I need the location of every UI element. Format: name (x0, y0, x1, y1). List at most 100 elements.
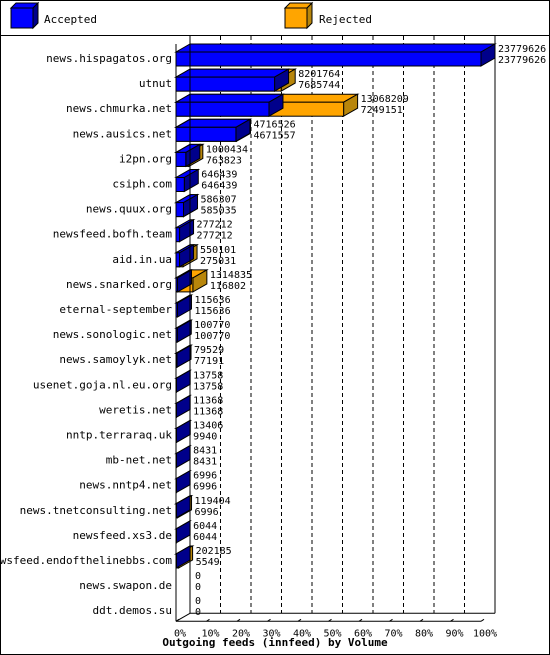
accepted-bar-side (175, 419, 191, 444)
accepted-bar (174, 319, 194, 343)
value-label-accepted: 4671557 (253, 130, 295, 141)
category-label: news.snarked.org (66, 278, 172, 291)
value-label-accepted: 7249151 (361, 105, 403, 116)
x-tick (328, 618, 332, 622)
value-label-accepted: 763823 (206, 155, 242, 166)
x-tick-label: 50% (323, 628, 341, 639)
legend-swatch-rejected (283, 1, 314, 30)
value-label-offered: 13406 (193, 421, 223, 432)
accepted-bar-face (175, 227, 181, 243)
accepted-bar (174, 43, 497, 67)
accepted-bar-face (175, 126, 237, 142)
value-label-offered: 13068209 (361, 94, 409, 105)
accepted-bar-top (174, 43, 497, 53)
x-tick (389, 618, 393, 622)
category-label: news.ausics.net (73, 127, 172, 140)
value-label-offered: 8431 (193, 446, 217, 457)
value-label-offered: 11368 (193, 395, 223, 406)
value-label-offered: 6996 (193, 471, 217, 482)
accepted-bar (174, 520, 192, 544)
value-label-accepted: 275031 (200, 256, 236, 267)
value-label-offered: 202185 (196, 546, 232, 557)
accepted-bar (174, 344, 193, 369)
accepted-bar-side (175, 394, 191, 419)
value-label-accepted: 23779626 (498, 55, 546, 66)
category-label: i2pn.org (119, 152, 172, 165)
category-labels: news.hispagatos.org utnut news.chmurka.net… (0, 52, 172, 617)
value-label-offered: 1000434 (206, 144, 248, 155)
value-label-accepted: 116802 (210, 281, 246, 292)
category-label: usenet.goja.nl.eu.org (33, 378, 172, 391)
category-label: newsfeed.bofh.team (53, 228, 173, 241)
x-tick (480, 618, 485, 622)
value-label-accepted: 11368 (193, 406, 223, 417)
value-label-accepted: 0 (195, 582, 201, 593)
value-label-accepted: 6044 (193, 532, 217, 543)
x-tick (450, 618, 454, 622)
value-label-offered: 1314835 (210, 270, 252, 281)
accepted-bar-side (175, 469, 191, 494)
value-label-accepted: 8431 (193, 457, 217, 468)
value-label-accepted: 6996 (193, 482, 217, 493)
value-label-offered: 119404 (195, 496, 231, 507)
accepted-bar-side (175, 369, 191, 394)
grid-lines (220, 36, 496, 614)
value-label-offered: 115636 (194, 295, 230, 306)
x-tick (236, 618, 241, 622)
category-label: utnut (139, 77, 172, 90)
category-label: news.swapon.de (79, 579, 172, 592)
value-label-accepted: 9940 (193, 432, 217, 443)
category-label: nntp.terraraq.uk (66, 429, 172, 442)
x-tick-label: 60% (354, 628, 372, 639)
x-tick-label: 40% (293, 628, 311, 639)
accepted-bar-face (175, 51, 482, 67)
category-label: news.samoylyk.net (59, 353, 172, 366)
value-label-accepted: 5549 (196, 557, 220, 568)
value-label-offered: 23779626 (498, 44, 546, 55)
category-label: csiph.com (112, 178, 172, 191)
category-label: newsfeed.endofthelinebbs.com (0, 554, 172, 567)
x-tick-label: 80% (415, 628, 433, 639)
x-tick (175, 618, 180, 622)
x-tick (358, 618, 363, 622)
category-label: news.quux.org (86, 203, 172, 216)
value-label-accepted: 77191 (194, 356, 224, 367)
category-label: news.chmurka.net (66, 102, 172, 115)
x-tick-labels: 0% 10% 20% 30% 40% 50% 60% 70% 80% 90% 100% (174, 618, 497, 639)
category-label: newsfeed.xs3.de (73, 529, 172, 542)
accepted-bar (174, 469, 192, 494)
value-label-accepted: 100770 (194, 331, 230, 342)
value-label-accepted: 6996 (195, 507, 219, 518)
x-tick-label: 0% (174, 628, 186, 639)
accepted-bar (174, 68, 291, 92)
accepted-bar (174, 218, 196, 243)
accepted-bar (174, 294, 194, 318)
value-label-accepted: 115636 (194, 306, 230, 317)
accepted-bar-side (175, 520, 191, 544)
legend-label-accepted: Accepted (44, 13, 97, 26)
legend-swatches (9, 1, 314, 30)
x-tick-label: 10% (201, 628, 219, 639)
value-label-accepted: 0 (195, 607, 201, 618)
accepted-bar-top (174, 68, 291, 78)
value-label-offered: 79529 (194, 345, 224, 356)
x-tick (297, 618, 302, 622)
x-tick-label: 90% (445, 628, 463, 639)
category-label: news.sonologic.net (53, 328, 172, 341)
accepted-bar-side (175, 444, 191, 469)
accepted-bar-face (175, 76, 276, 92)
value-label-accepted: 646439 (201, 181, 237, 192)
value-label-accepted: 277212 (197, 231, 233, 242)
accepted-bar-face (175, 151, 187, 167)
value-label-offered: 8201764 (298, 69, 340, 80)
chart-title: Outgoing feeds (innfeed) by Volume (162, 636, 388, 649)
value-label-accepted: 7685744 (298, 80, 340, 91)
legend: Accepted Rejected (0, 0, 550, 36)
value-label-offered: 0 (195, 596, 201, 607)
accepted-bar (174, 143, 202, 168)
value-label-offered: 0 (195, 571, 201, 582)
x-tick (419, 618, 424, 622)
accepted-bar (174, 269, 194, 293)
legend-swatch-accepted (9, 1, 40, 30)
